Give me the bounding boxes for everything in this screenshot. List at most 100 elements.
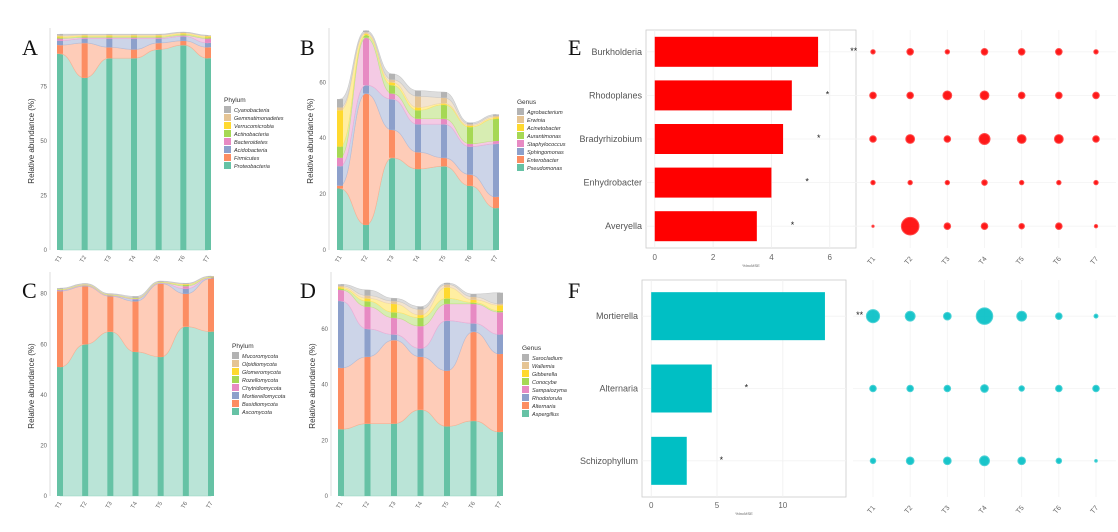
column-segment [180,32,187,34]
column-segment [57,35,63,37]
column-segment [441,118,447,125]
column-segment [389,157,395,250]
column-segment [391,298,397,302]
column-segment [391,301,397,304]
bubble-x-label: T4 [978,505,989,516]
column-segment [57,38,63,41]
legend-label: Olpidiomycota [242,362,277,368]
category-label: Burkholderia [591,47,642,57]
legend-label: Proteobacteria [234,164,270,170]
column-segment [364,295,371,299]
legend-label: Aspergillus [531,412,559,418]
legend-label: Gibberella [532,372,557,378]
bubble [1018,385,1025,392]
x-tick-label: 0 [653,253,658,262]
x-tick-label: T5 [155,500,164,510]
legend-swatch [232,376,239,383]
column-segment [467,127,473,144]
panel-d: D 0 20 40 60 Relative abundance (%) T1 T2 T3 T4 T5… [300,272,567,510]
column-segment [467,143,473,147]
column-segment [131,35,137,37]
legend-label: Basidiomycota [242,402,278,408]
bubble [871,224,875,228]
x-axis-title: %IncMSE [735,511,753,516]
x-tick-label: 6 [828,253,833,262]
bubble [1055,312,1063,320]
bubble [1017,91,1026,100]
column-segment [467,185,473,250]
x-tick-label: T5 [439,254,448,264]
x-tick-label: T7 [491,254,500,264]
bubble [942,311,952,321]
legend-label: Bacteroidetes [234,140,268,146]
column-segment [441,92,447,98]
column-segment [131,37,137,39]
y-tick-label: 20 [40,443,47,449]
column-segment [338,287,344,289]
column-segment [444,426,450,496]
legend-label: Cyanobacteria [234,108,269,114]
column-segment [364,423,371,496]
column-segment [364,298,371,302]
column-segment [155,38,162,43]
bubble [943,384,952,393]
bubble [1092,135,1100,143]
x-tick-label: T2 [362,500,371,510]
column-segment [391,340,397,424]
column-segment [441,104,447,119]
column-segment [415,124,421,153]
legend-label: Rhodotorula [532,396,562,402]
column-segment [444,298,450,304]
column-segment [182,284,189,285]
legend-label: Actinobacteria [233,132,269,138]
x-tick-label: T2 [79,254,88,264]
bubble [869,384,877,393]
y-tick-label: 0 [44,494,48,500]
column-segment [467,125,473,128]
column-segment [180,33,187,35]
column-segment [131,34,137,36]
column-segment [417,314,424,318]
bubble [1055,384,1063,393]
column-segment [441,124,447,158]
bubble [869,91,877,100]
column-segment [131,58,137,250]
x-tick-label: 10 [778,501,787,510]
column-segment [444,287,450,299]
column-segment [131,49,137,59]
y-tick-label: 60 [321,327,328,333]
y-tick-label: 40 [319,136,326,142]
column-segment [363,93,369,225]
x-tick-label: T6 [468,500,477,510]
column-segment [364,356,371,424]
column-segment [389,93,395,100]
column-segment [493,208,499,250]
x-tick-label: T7 [206,500,215,510]
legend-label: Sphingomonas [527,150,564,156]
column-segment [337,99,343,108]
column-segment [415,96,421,108]
bubble [1093,224,1099,229]
column-segment [497,303,503,306]
bubble [1092,384,1100,393]
bar [654,211,757,242]
legend-title: Genus [522,345,542,352]
column-segment [338,289,344,302]
legend-swatch [517,148,524,155]
column-segment [182,288,189,294]
column-segment [467,174,473,186]
x-tick-label: 2 [711,253,716,262]
y-tick-label: 0 [323,248,327,254]
column-segment [180,45,187,250]
column-segment [180,40,187,46]
y-tick-label: 0 [44,248,48,254]
column-segment [205,35,211,37]
bubble-x-label: T5 [1015,505,1026,516]
column-segment [441,103,447,105]
legend-label: Acinetobacter [526,126,562,132]
column-segment [155,36,162,38]
x-tick-label: T3 [387,254,396,264]
column-segment [497,312,503,335]
legend-label: Staphylococcus [527,142,566,148]
legend-swatch [224,146,231,153]
